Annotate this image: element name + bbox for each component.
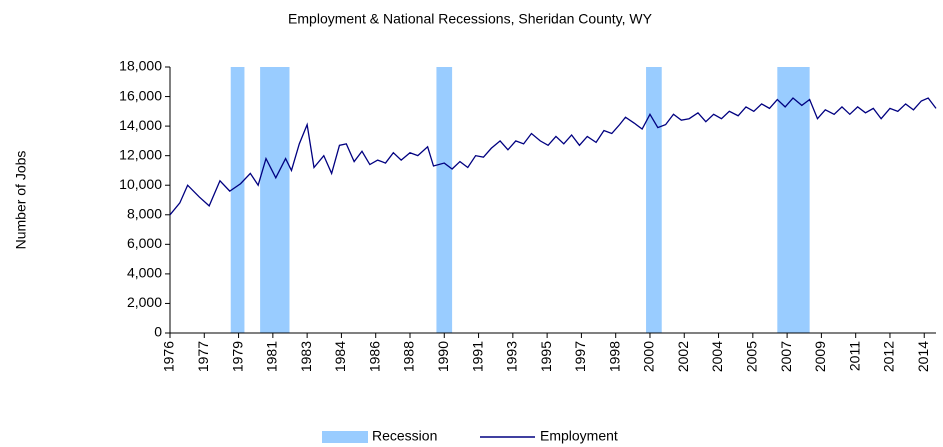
x-tick-label: 2014 bbox=[915, 341, 931, 372]
x-tick-label: 2007 bbox=[778, 341, 794, 372]
x-tick-label: 1976 bbox=[161, 341, 177, 372]
y-tick-label: 12,000 bbox=[119, 146, 162, 162]
x-tick-label: 2009 bbox=[812, 341, 828, 372]
x-tick-label: 2002 bbox=[675, 341, 691, 372]
x-tick-label: 1977 bbox=[195, 341, 211, 372]
y-tick-label: 0 bbox=[154, 324, 162, 340]
x-tick-label: 1986 bbox=[366, 341, 382, 372]
y-tick-label: 6,000 bbox=[127, 235, 162, 251]
recession-band bbox=[436, 67, 453, 333]
x-tick-label: 1997 bbox=[572, 341, 588, 372]
employment-line bbox=[169, 97, 937, 216]
x-tick-label: 1995 bbox=[538, 341, 554, 372]
x-tick-label: 1991 bbox=[469, 341, 485, 372]
x-tick-label: 1998 bbox=[606, 341, 622, 372]
x-tick-label: 2005 bbox=[744, 341, 760, 372]
legend-label: Employment bbox=[540, 428, 618, 444]
y-axis-label: Number of Jobs bbox=[13, 151, 29, 250]
x-tick-label: 1993 bbox=[504, 341, 520, 372]
x-tick-label: 1983 bbox=[298, 341, 314, 372]
legend-label: Recession bbox=[372, 428, 437, 444]
x-tick-label: 1988 bbox=[401, 341, 417, 372]
y-tick-label: 8,000 bbox=[127, 205, 162, 221]
x-tick-label: 2011 bbox=[846, 341, 862, 371]
x-tick-label: 2000 bbox=[641, 341, 657, 372]
x-tick-label: 1979 bbox=[229, 341, 245, 372]
recession-band bbox=[777, 67, 810, 333]
x-tick-label: 1981 bbox=[264, 341, 280, 372]
x-tick-label: 2012 bbox=[881, 341, 897, 372]
x-tick-label: 2004 bbox=[709, 341, 725, 372]
y-tick-label: 14,000 bbox=[119, 117, 162, 133]
y-tick-label: 4,000 bbox=[127, 265, 162, 281]
chart-title: Employment & National Recessions, Sherid… bbox=[288, 11, 653, 27]
y-tick-label: 16,000 bbox=[119, 87, 162, 103]
x-tick-label: 1990 bbox=[435, 341, 451, 372]
y-tick-label: 10,000 bbox=[119, 176, 162, 192]
recession-band bbox=[230, 67, 245, 333]
recession-band bbox=[646, 67, 662, 333]
y-tick-label: 2,000 bbox=[127, 294, 162, 310]
legend-swatch bbox=[322, 431, 368, 443]
y-tick-label: 18,000 bbox=[119, 58, 162, 74]
recession-band bbox=[260, 67, 290, 333]
x-tick-label: 1984 bbox=[332, 341, 348, 372]
